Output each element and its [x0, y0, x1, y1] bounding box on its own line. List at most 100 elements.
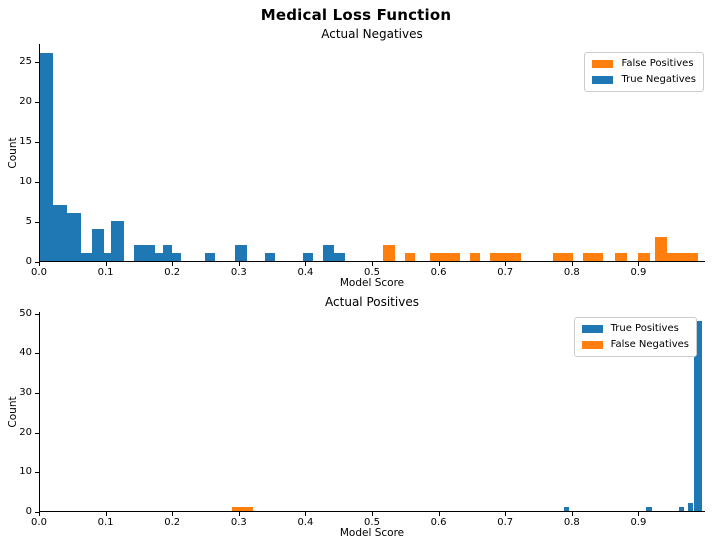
x-tick-label: 0.8: [563, 517, 580, 528]
y-tick-label: 0: [25, 506, 32, 517]
x-tick-mark: [438, 262, 440, 266]
legend-label: True Negatives: [621, 74, 696, 85]
histogram-bar: [637, 253, 650, 261]
y-tick-label: 5: [25, 216, 32, 228]
histogram-bar: [655, 237, 668, 261]
legend-color-swatch: [581, 325, 603, 333]
y-tick-mark: [35, 472, 39, 474]
plot-area: 0.0 0.1 0.2 0.3 0.4 0.5 0.6 0.7 0.8 0.9 0 10 20 30 40 5…: [19, 308, 705, 528]
y-tick-label: 20: [19, 96, 32, 108]
x-tick-label: 0.5: [364, 517, 380, 528]
histogram-bar: [667, 253, 699, 261]
legend-color-swatch: [592, 60, 614, 68]
histogram-bar: [334, 253, 346, 261]
x-tick-mark: [172, 512, 174, 516]
x-tick-mark: [638, 512, 640, 516]
plot-title: Actual Positives: [325, 295, 419, 309]
plot-title: Actual Negatives: [321, 27, 423, 41]
x-tick-label: 0.0: [31, 267, 47, 278]
histogram-bar: [91, 229, 105, 261]
y-tick-label: 50: [19, 307, 32, 319]
x-tick-label: 0.0: [31, 517, 47, 528]
y-axis-line: [39, 312, 40, 512]
y-tick-mark: [35, 313, 39, 315]
legend-label: True Positives: [610, 323, 679, 334]
histogram-bar: [110, 221, 125, 261]
histogram-bar: [694, 320, 702, 511]
histogram-bar: [563, 507, 570, 511]
y-axis-label: Count: [7, 137, 19, 169]
histogram-bar: [679, 507, 685, 511]
x-tick-label: 0.2: [164, 267, 181, 278]
histogram-bar: [234, 245, 247, 261]
histogram-bar: [404, 253, 415, 261]
x-tick-label: 0.8: [563, 267, 580, 278]
y-tick-label: 25: [19, 56, 32, 68]
plot-area: 0.0 0.1 0.2 0.3 0.4 0.5 0.6 0.7 0.8 0.9 0 5 10 15 20 25: [19, 44, 705, 278]
histogram-bar: [162, 245, 173, 261]
x-tick-label: 0.1: [97, 517, 114, 528]
x-axis-line: [39, 511, 705, 512]
legend-item: False Positives: [592, 58, 696, 70]
y-tick-mark: [35, 432, 39, 434]
subplot-actual-positives: Actual Positives Count Model Score 0.0 0.…: [7, 295, 705, 539]
legend: True Positives False Negatives: [573, 317, 697, 357]
x-tick-label: 0.4: [297, 517, 314, 528]
y-tick-label: 15: [19, 136, 32, 148]
x-tick-label: 0.9: [630, 267, 647, 278]
x-tick-label: 0.6: [430, 517, 447, 528]
histogram-bar: [553, 253, 574, 261]
legend-label: False Negatives: [610, 339, 689, 350]
x-tick-label: 0.2: [164, 517, 181, 528]
histogram-bar: [39, 53, 53, 261]
x-tick-mark: [505, 262, 507, 266]
histogram-bar: [322, 245, 334, 261]
histogram-bar: [172, 253, 182, 261]
y-tick-label: 10: [19, 466, 32, 478]
histogram-bar: [232, 507, 253, 511]
x-tick-mark: [39, 512, 40, 516]
figure-title: Medical Loss Function: [260, 6, 452, 24]
x-tick-mark: [238, 512, 240, 516]
histogram-bar: [154, 253, 163, 261]
x-tick-label: 0.6: [430, 267, 447, 278]
x-tick-label: 0.7: [497, 517, 514, 528]
x-tick-mark: [571, 512, 573, 516]
x-tick-mark: [305, 512, 307, 516]
x-axis-label: Model Score: [339, 277, 405, 289]
y-tick-label: 40: [19, 347, 32, 359]
x-axis-label: Model Score: [339, 527, 405, 539]
histogram-bar: [687, 503, 693, 511]
x-tick-label: 0.5: [364, 267, 380, 278]
y-tick-mark: [35, 182, 39, 184]
x-tick-label: 0.4: [297, 267, 314, 278]
x-tick-mark: [571, 262, 573, 266]
x-tick-label: 0.9: [630, 517, 647, 528]
x-tick-mark: [105, 262, 107, 266]
histogram-bar: [646, 507, 652, 511]
histogram-bar: [204, 253, 215, 261]
y-tick-mark: [35, 142, 39, 144]
x-tick-label: 0.3: [230, 517, 247, 528]
subplot-actual-negatives: Actual Negatives Count Model Score 0.0 0.…: [7, 27, 705, 289]
y-tick-mark: [35, 62, 39, 64]
histogram-bar: [429, 253, 460, 261]
histogram-bar: [67, 213, 81, 261]
histogram-bar: [104, 253, 111, 261]
legend-color-swatch: [581, 341, 603, 349]
y-tick-mark: [35, 262, 39, 263]
histogram-bar: [469, 253, 480, 261]
y-tick-mark: [35, 102, 39, 104]
legend-color-swatch: [592, 76, 614, 84]
x-tick-mark: [305, 262, 307, 266]
x-tick-mark: [172, 262, 174, 266]
y-tick-mark: [35, 222, 39, 224]
legend: False Positives True Negatives: [584, 52, 704, 92]
y-tick-label: 30: [19, 387, 32, 398]
histogram-bar: [489, 253, 522, 261]
x-tick-label: 0.1: [97, 267, 114, 278]
histogram-bar: [583, 253, 604, 261]
y-tick-mark: [35, 512, 39, 513]
x-tick-label: 0.3: [230, 267, 247, 278]
x-tick-mark: [638, 262, 640, 266]
